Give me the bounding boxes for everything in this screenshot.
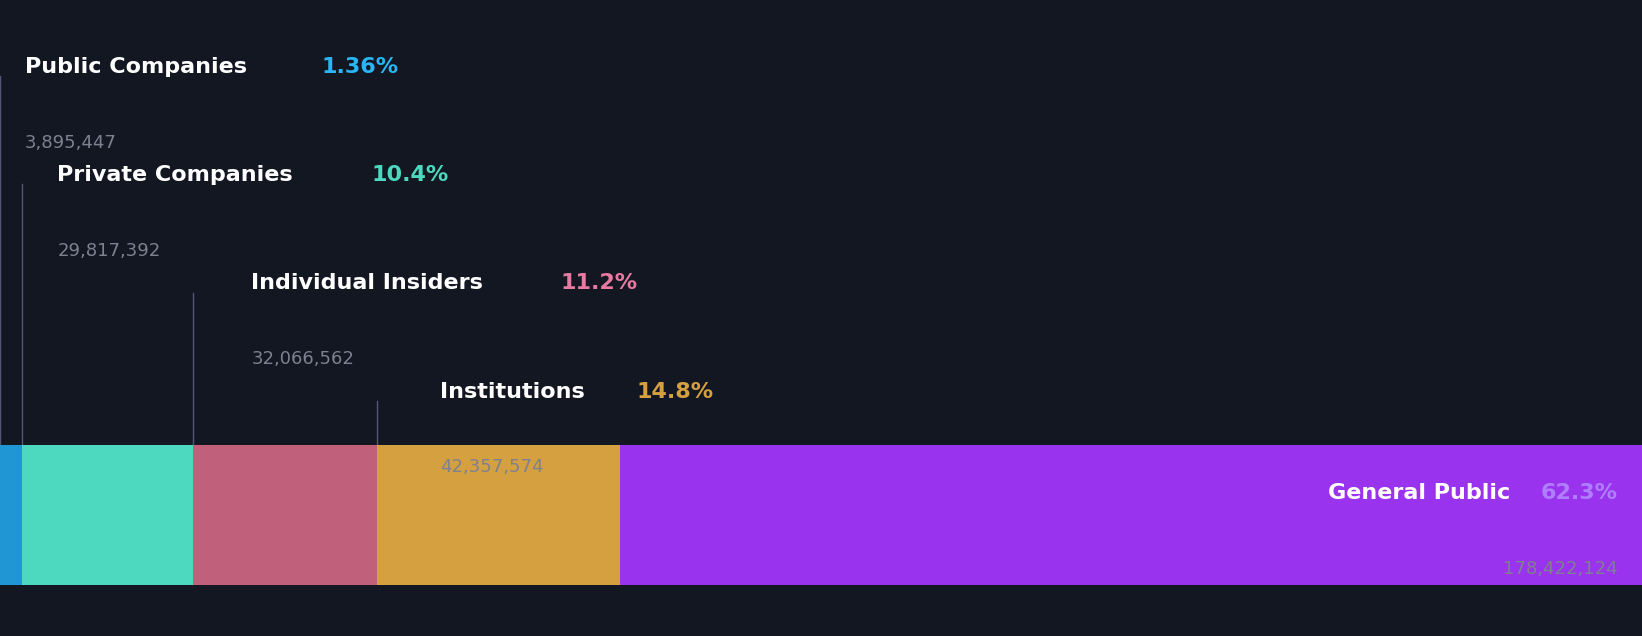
Text: 11.2%: 11.2%: [560, 273, 637, 293]
Text: Individual Insiders: Individual Insiders: [251, 273, 491, 293]
Text: Public Companies: Public Companies: [25, 57, 255, 77]
Text: 178,422,124: 178,422,124: [1502, 560, 1617, 577]
Bar: [23, 445, 194, 585]
Text: 62.3%: 62.3%: [1540, 483, 1617, 503]
Bar: [0, 445, 23, 585]
Text: Private Companies: Private Companies: [57, 165, 300, 185]
Text: Institutions: Institutions: [440, 382, 593, 401]
Text: 1.36%: 1.36%: [322, 57, 399, 77]
Text: 32,066,562: 32,066,562: [251, 350, 355, 368]
Text: 29,817,392: 29,817,392: [57, 242, 161, 259]
Text: 42,357,574: 42,357,574: [440, 458, 544, 476]
Text: 3,895,447: 3,895,447: [25, 134, 117, 151]
Text: General Public: General Public: [1328, 483, 1517, 503]
Bar: [376, 445, 619, 585]
Text: 10.4%: 10.4%: [371, 165, 448, 185]
Bar: [619, 445, 1642, 585]
Bar: [194, 445, 376, 585]
Text: 14.8%: 14.8%: [637, 382, 714, 401]
